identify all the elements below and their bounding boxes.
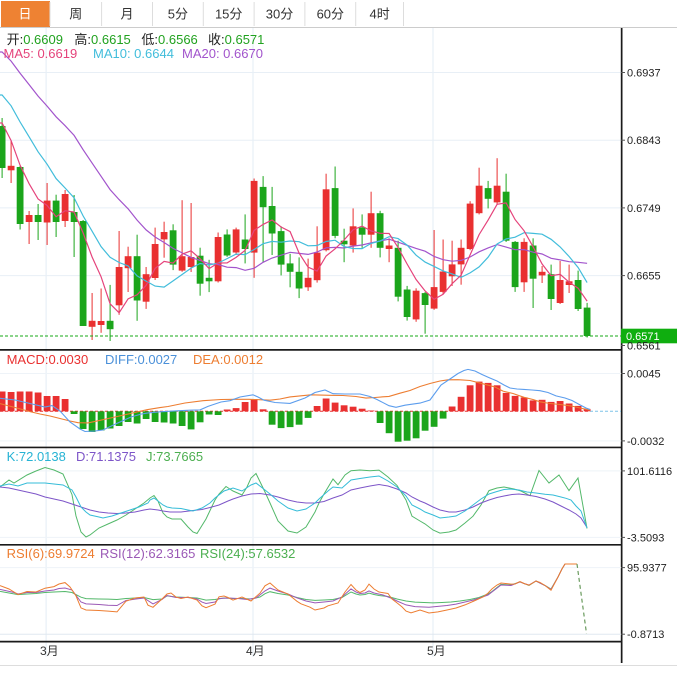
svg-text:30分: 30分 xyxy=(266,7,293,22)
svg-text:-0.0032: -0.0032 xyxy=(627,436,664,448)
svg-text:-0.8713: -0.8713 xyxy=(627,629,664,641)
svg-text:95.9377: 95.9377 xyxy=(627,563,667,575)
svg-text:周: 周 xyxy=(69,7,82,22)
svg-text:0.6561: 0.6561 xyxy=(627,341,661,353)
svg-text:-3.5093: -3.5093 xyxy=(627,532,664,544)
svg-text:0.0045: 0.0045 xyxy=(627,369,661,381)
svg-text:4时: 4时 xyxy=(369,7,389,22)
svg-text:4月: 4月 xyxy=(246,644,265,658)
svg-text:0.6749: 0.6749 xyxy=(627,203,661,215)
svg-text:0.6937: 0.6937 xyxy=(627,68,661,80)
svg-text:3月: 3月 xyxy=(40,644,59,658)
svg-text:60分: 60分 xyxy=(317,7,344,22)
svg-text:5分: 5分 xyxy=(168,7,188,22)
svg-text:0.6655: 0.6655 xyxy=(627,271,661,283)
svg-text:日: 日 xyxy=(18,7,31,22)
svg-text:0.6843: 0.6843 xyxy=(627,135,661,147)
svg-text:5月: 5月 xyxy=(427,644,446,658)
svg-text:15分: 15分 xyxy=(215,7,242,22)
svg-text:0.6571: 0.6571 xyxy=(626,331,660,343)
svg-text:101.6116: 101.6116 xyxy=(627,466,672,478)
svg-text:月: 月 xyxy=(120,7,133,22)
